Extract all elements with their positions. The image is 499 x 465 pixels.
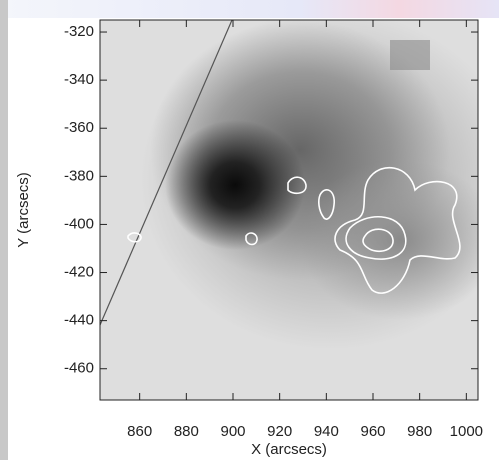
solar-image	[100, 20, 478, 400]
y-tick-label: -420	[64, 264, 94, 281]
x-tick-label: 960	[360, 423, 385, 440]
x-axis-label: X (arcsecs)	[251, 441, 327, 458]
x-tick-label: 920	[267, 423, 292, 440]
frame-edge	[0, 0, 8, 460]
y-tick-label: -360	[64, 119, 94, 136]
x-tick-label: 980	[407, 423, 432, 440]
y-tick-label: -340	[64, 71, 94, 88]
x-tick-label: 1000	[450, 423, 483, 440]
y-tick-label: -460	[64, 360, 94, 377]
y-tick-label: -440	[64, 312, 94, 329]
frame-band	[0, 0, 499, 18]
contours	[127, 166, 461, 294]
x-tick-label: 900	[220, 423, 245, 440]
x-tick-label: 940	[314, 423, 339, 440]
y-axis-label: Y (arcsecs)	[15, 172, 32, 248]
y-tick-label: -380	[64, 167, 94, 184]
plot-frame	[99, 19, 479, 401]
y-tick-label: -320	[64, 23, 94, 40]
x-tick-label: 860	[127, 423, 152, 440]
y-tick-label: -400	[64, 215, 94, 232]
x-tick-label: 880	[174, 423, 199, 440]
